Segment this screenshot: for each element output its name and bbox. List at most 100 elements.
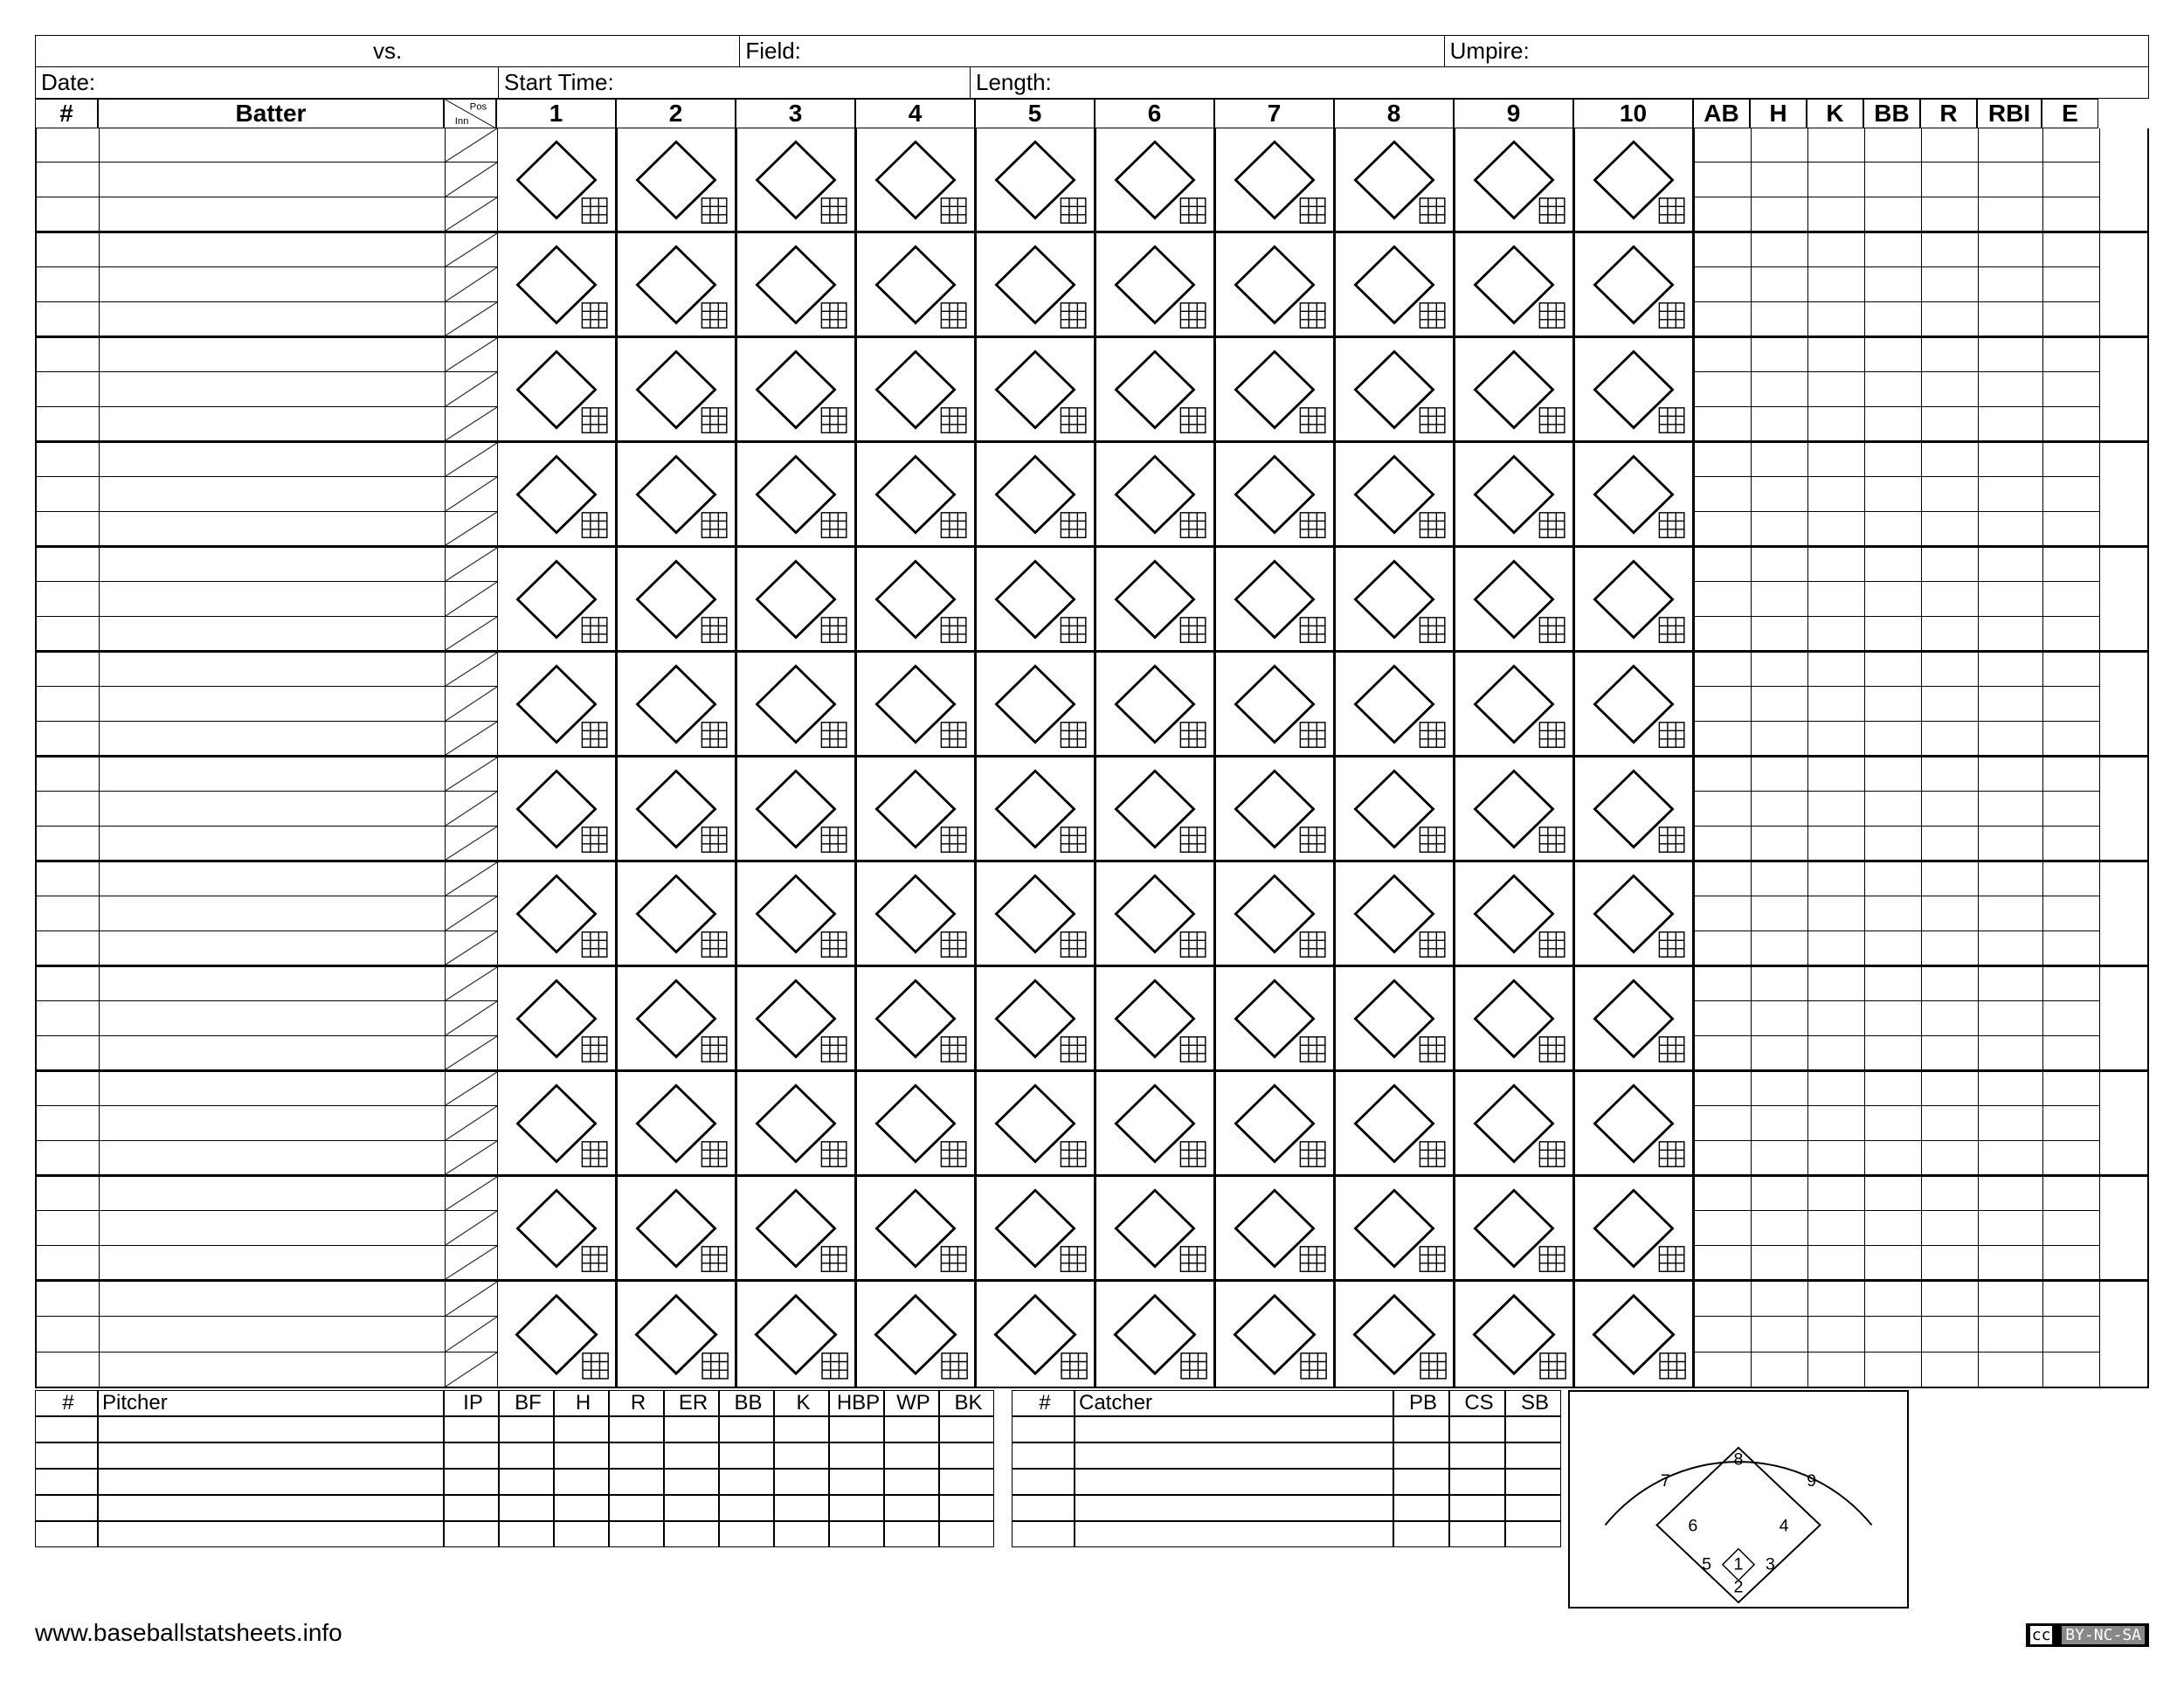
header-stat-bb: BB bbox=[1863, 99, 1920, 128]
svg-text:9: 9 bbox=[1807, 1471, 1816, 1491]
inning-cell bbox=[1216, 862, 1336, 965]
batter-row bbox=[37, 653, 2147, 758]
inning-cell bbox=[1336, 1072, 1455, 1174]
inning-cell bbox=[1575, 758, 1695, 860]
catcher-header: # Catcher PBCSSB bbox=[1012, 1390, 1561, 1416]
inning-cell bbox=[1336, 758, 1455, 860]
batter-row bbox=[37, 233, 2147, 338]
batter-row bbox=[37, 1177, 2147, 1282]
inning-cell bbox=[1216, 128, 1336, 231]
inning-cell bbox=[977, 967, 1096, 1069]
svg-text:5: 5 bbox=[1702, 1555, 1711, 1574]
inning-cell bbox=[857, 1072, 977, 1174]
header-batter: Batter bbox=[98, 99, 444, 128]
inning-cell bbox=[618, 443, 737, 545]
inning-cell bbox=[498, 233, 618, 336]
inning-cell bbox=[1575, 1177, 1695, 1279]
header-inning: 4 bbox=[855, 99, 975, 128]
inning-cell bbox=[857, 862, 977, 965]
inning-cell bbox=[1575, 443, 1695, 545]
inning-cell bbox=[857, 1177, 977, 1279]
field-diagram: 2 1 3 5 4 6 7 8 9 bbox=[1568, 1390, 1909, 1608]
inning-cell bbox=[1096, 548, 1216, 650]
inning-cell bbox=[1336, 653, 1455, 755]
inning-cell bbox=[498, 1282, 618, 1387]
inning-cell bbox=[1455, 967, 1575, 1069]
inning-cell bbox=[1575, 338, 1695, 440]
pitcher-row bbox=[35, 1442, 994, 1469]
pitcher-stat-h: H bbox=[554, 1390, 609, 1416]
inning-cell bbox=[1455, 233, 1575, 336]
header-inning: 3 bbox=[736, 99, 855, 128]
inning-cell bbox=[977, 1177, 1096, 1279]
inning-cell bbox=[977, 338, 1096, 440]
inning-cell bbox=[1216, 1072, 1336, 1174]
batter-row bbox=[37, 338, 2147, 443]
inning-cell bbox=[1336, 967, 1455, 1069]
inning-cell bbox=[977, 233, 1096, 336]
inning-cell bbox=[857, 548, 977, 650]
inning-cell bbox=[857, 443, 977, 545]
inning-cell bbox=[1336, 548, 1455, 650]
starttime-label: Start Time: bbox=[499, 67, 971, 98]
header-num: # bbox=[35, 99, 98, 128]
pitcher-row bbox=[35, 1416, 994, 1442]
batter-row bbox=[37, 862, 2147, 967]
inning-cell bbox=[977, 653, 1096, 755]
inning-cell bbox=[1575, 862, 1695, 965]
inning-cell bbox=[1216, 233, 1336, 336]
batter-row bbox=[37, 758, 2147, 862]
pitcher-row bbox=[35, 1495, 994, 1521]
header-inning: 6 bbox=[1095, 99, 1214, 128]
pitcher-row bbox=[35, 1469, 994, 1495]
length-label: Length: bbox=[971, 67, 2148, 98]
inning-cell bbox=[498, 758, 618, 860]
inning-cell bbox=[977, 1282, 1096, 1387]
inning-cell bbox=[1336, 443, 1455, 545]
svg-text:6: 6 bbox=[1688, 1516, 1697, 1535]
inning-cell bbox=[1455, 1282, 1575, 1387]
catcher-stat-cs: CS bbox=[1449, 1390, 1505, 1416]
inning-cell bbox=[498, 862, 618, 965]
pitcher-name-hdr: Pitcher bbox=[98, 1390, 444, 1416]
inning-cell bbox=[1216, 653, 1336, 755]
inning-cell bbox=[498, 443, 618, 545]
batter-grid bbox=[35, 128, 2149, 1388]
inning-cell bbox=[498, 128, 618, 231]
inning-cell bbox=[1216, 548, 1336, 650]
inning-cell bbox=[1096, 128, 1216, 231]
header-stat-rbi: RBI bbox=[1977, 99, 2042, 128]
field-label: Field: bbox=[740, 36, 1444, 66]
catcher-row bbox=[1012, 1521, 1561, 1547]
inning-cell bbox=[1216, 967, 1336, 1069]
inning-cell bbox=[1575, 1282, 1695, 1387]
inning-cell bbox=[1455, 128, 1575, 231]
inning-cell bbox=[1575, 653, 1695, 755]
date-label: Date: bbox=[36, 67, 499, 98]
header-pos-inn: Pos Inn bbox=[444, 99, 496, 128]
batter-row bbox=[37, 443, 2147, 548]
inning-cell bbox=[1336, 128, 1455, 231]
inning-cell bbox=[737, 862, 857, 965]
header-inning: 7 bbox=[1214, 99, 1334, 128]
catcher-row bbox=[1012, 1416, 1561, 1442]
inning-cell bbox=[1216, 758, 1336, 860]
inning-cell bbox=[1096, 967, 1216, 1069]
pitcher-stat-bk: BK bbox=[939, 1390, 994, 1416]
inning-cell bbox=[1096, 338, 1216, 440]
inning-cell bbox=[737, 1282, 857, 1387]
inning-cell bbox=[737, 758, 857, 860]
inning-cell bbox=[737, 1177, 857, 1279]
inning-cell bbox=[618, 1282, 737, 1387]
license-badge: cc BY-NC-SA bbox=[2026, 1623, 2149, 1647]
pitcher-stat-bb: BB bbox=[719, 1390, 774, 1416]
pitcher-stat-ip: IP bbox=[444, 1390, 499, 1416]
catcher-stat-pb: PB bbox=[1393, 1390, 1449, 1416]
catcher-row bbox=[1012, 1495, 1561, 1521]
inning-cell bbox=[498, 1177, 618, 1279]
svg-text:Pos: Pos bbox=[470, 101, 487, 112]
inning-cell bbox=[737, 233, 857, 336]
inning-cell bbox=[1216, 1177, 1336, 1279]
batter-row bbox=[37, 967, 2147, 1072]
catcher-section: # Catcher PBCSSB bbox=[1012, 1390, 1561, 1608]
